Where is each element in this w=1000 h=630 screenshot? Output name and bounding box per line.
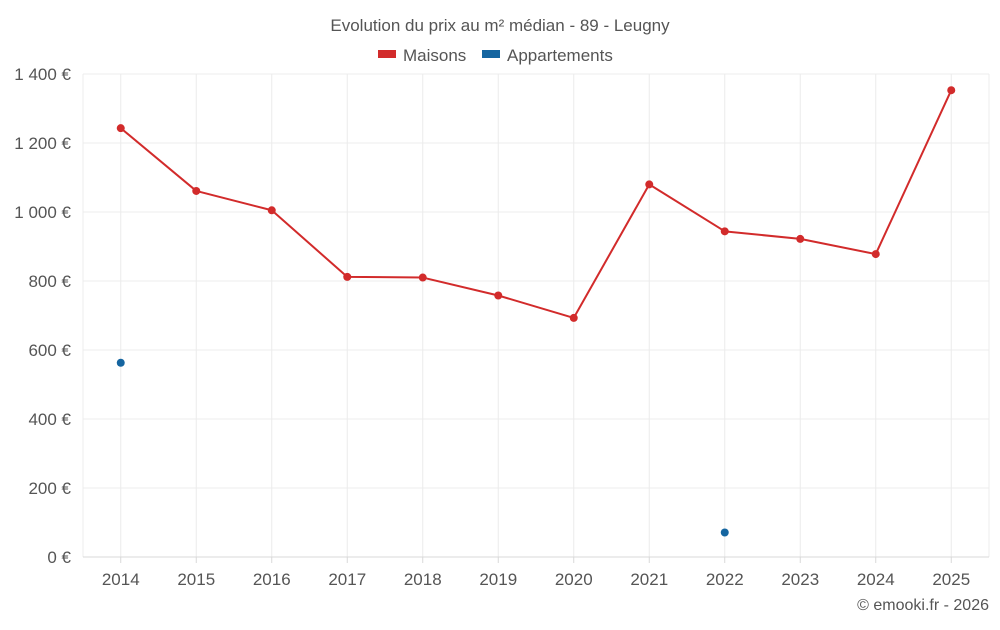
x-tick-label: 2018 — [404, 570, 442, 589]
legend-label-appartements: Appartements — [507, 46, 613, 65]
data-point-maisons[interactable] — [645, 180, 654, 189]
x-tick-label: 2021 — [630, 570, 668, 589]
data-point-appartements[interactable] — [116, 358, 125, 367]
legend-label-maisons: Maisons — [403, 46, 466, 65]
x-tick-label: 2022 — [706, 570, 744, 589]
data-point-maisons[interactable] — [947, 86, 956, 95]
data-point-maisons[interactable] — [796, 234, 805, 243]
series-line-maisons — [120, 89, 953, 319]
legend-item-appartements[interactable]: Appartements — [482, 46, 613, 65]
x-tick-label: 2020 — [555, 570, 593, 589]
series-maisons — [116, 86, 956, 322]
data-point-maisons[interactable] — [569, 313, 578, 322]
y-tick-label: 800 € — [28, 272, 71, 291]
series-appartements — [116, 358, 729, 537]
series — [116, 86, 956, 537]
axes: 0 € 200 € 400 € 600 € 800 € 1 000 € 1 200 € 1 4… — [14, 65, 989, 589]
data-point-maisons[interactable] — [418, 273, 427, 282]
legend-swatch-appartements — [482, 50, 500, 58]
x-tick-label: 2016 — [253, 570, 291, 589]
chart-title: Evolution du prix au m² médian - 89 - Le… — [330, 16, 670, 35]
x-tick-label: 2019 — [479, 570, 517, 589]
credit-text: © emooki.fr - 2026 — [857, 597, 989, 614]
y-tick-label: 1 000 € — [14, 203, 71, 222]
y-tick-label: 400 € — [28, 410, 71, 429]
legend: Maisons Appartements — [378, 46, 613, 65]
gridlines — [82, 73, 990, 557]
data-point-appartements[interactable] — [720, 528, 729, 537]
x-tick-label: 2024 — [857, 570, 895, 589]
y-tick-label: 0 € — [47, 548, 71, 567]
x-tick-label: 2014 — [102, 570, 140, 589]
x-tick-label: 2023 — [781, 570, 819, 589]
data-point-maisons[interactable] — [720, 227, 729, 236]
legend-swatch-maisons — [378, 50, 396, 58]
x-tick-label: 2015 — [177, 570, 215, 589]
y-tick-label: 1 200 € — [14, 134, 71, 153]
y-tick-label: 1 400 € — [14, 65, 71, 84]
data-point-maisons[interactable] — [871, 250, 880, 259]
x-tick-label: 2025 — [932, 570, 970, 589]
legend-item-maisons[interactable]: Maisons — [378, 46, 466, 65]
data-point-maisons[interactable] — [267, 206, 276, 215]
y-tick-label: 600 € — [28, 341, 71, 360]
y-tick-label: 200 € — [28, 479, 71, 498]
data-point-maisons[interactable] — [343, 272, 352, 281]
data-point-maisons[interactable] — [192, 186, 201, 195]
x-tick-label: 2017 — [328, 570, 366, 589]
data-point-maisons[interactable] — [116, 124, 125, 133]
data-point-maisons[interactable] — [494, 291, 503, 300]
